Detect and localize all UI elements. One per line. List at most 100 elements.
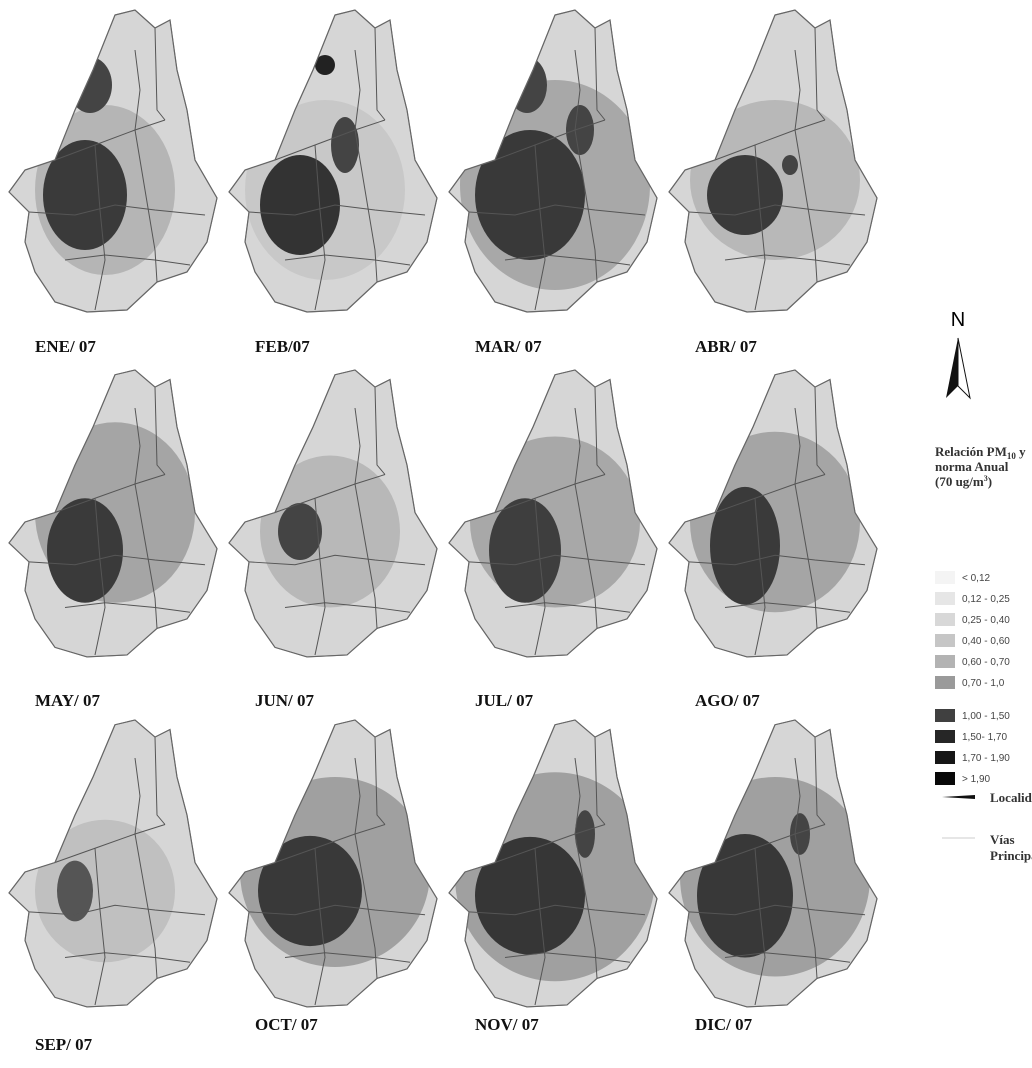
map-panel — [448, 9, 658, 313]
district-line — [64, 254, 191, 266]
legend-class-label: < 0,12 — [962, 573, 991, 584]
pollution-patch — [507, 57, 547, 113]
localidades-label: Localidades — [990, 790, 1032, 805]
legend-title-part: ) — [988, 474, 992, 489]
map-patches — [455, 772, 655, 982]
district-line — [314, 848, 326, 1006]
legend-title-part: Relación PM — [935, 444, 1007, 459]
legend-swatch — [935, 655, 955, 668]
legend-class-label: > 1,90 — [962, 774, 991, 785]
north-arrow-left — [946, 338, 958, 398]
district-line — [754, 498, 766, 656]
district-line — [574, 407, 581, 485]
district-line — [134, 49, 141, 131]
district-line — [504, 952, 631, 963]
district-line — [494, 474, 606, 513]
map-panel — [448, 719, 658, 1008]
map-patches — [260, 455, 400, 608]
district-line — [64, 952, 191, 963]
north-arrow: N — [946, 309, 971, 400]
district-line — [534, 498, 546, 656]
map-outline — [668, 369, 878, 658]
legend-class-label: 0,25 - 0,40 — [962, 615, 1010, 626]
district-line — [794, 407, 801, 485]
map-outline — [448, 369, 658, 658]
pollution-patch — [697, 834, 793, 958]
district-line — [134, 407, 141, 485]
district-line — [468, 904, 646, 916]
map-panel — [228, 9, 438, 313]
map-outline — [8, 369, 218, 658]
map-outline — [448, 9, 658, 313]
panel-label: NOV/ 07 — [475, 1015, 539, 1034]
district-line — [714, 474, 826, 513]
district-line — [354, 757, 361, 835]
north-arrow-right — [957, 337, 971, 400]
legend-class-label: 0,60 - 0,70 — [962, 657, 1010, 668]
district-line — [274, 824, 386, 863]
pollution-patch — [47, 498, 123, 603]
legend-class-label: 1,00 - 1,50 — [962, 711, 1010, 722]
map-patches — [240, 777, 430, 967]
legend-class-label: 1,70 - 1,90 — [962, 753, 1010, 764]
pollution-patch — [315, 55, 335, 75]
district-line — [154, 27, 166, 121]
district-line — [724, 254, 851, 266]
legend-classes: < 0,12 0,12 - 0,25 0,25 - 0,40 0,40 - 0,60 0… — [935, 571, 1010, 785]
district-line — [594, 27, 606, 121]
map-outline — [228, 9, 438, 313]
legend-title-part: (70 ug/m — [935, 474, 984, 489]
district-line — [534, 848, 546, 1006]
district-line — [94, 848, 106, 1006]
map-panels — [8, 9, 878, 1008]
district-line — [754, 144, 766, 311]
district-line — [688, 204, 866, 216]
district-line — [354, 407, 361, 485]
map-patches — [690, 100, 860, 260]
district-line — [504, 254, 631, 266]
pollution-patch — [260, 455, 400, 608]
district-line — [134, 129, 158, 283]
legend-swatch — [935, 730, 955, 743]
legend-title-part: y — [1016, 444, 1026, 459]
district-line — [574, 483, 598, 629]
district-line — [814, 27, 826, 121]
district-line — [354, 833, 378, 979]
legend-title: Relación PM10 y — [935, 444, 1026, 461]
legend-class-label: 1,50- 1,70 — [962, 732, 1007, 743]
district-line — [494, 119, 606, 161]
map-panel — [668, 9, 878, 313]
district-line — [274, 474, 386, 513]
legend-swatch — [935, 772, 955, 785]
district-line — [814, 737, 826, 825]
vias-label: Principales — [990, 848, 1032, 863]
district-line — [64, 602, 191, 613]
legend-swatch — [935, 634, 955, 647]
map-outline — [228, 719, 438, 1008]
district-line — [154, 737, 166, 825]
district-line — [284, 254, 411, 266]
district-line — [688, 554, 866, 566]
pollution-patch — [790, 813, 810, 855]
panel-label: ENE/ 07 — [35, 337, 96, 356]
district-line — [54, 474, 166, 513]
district-line — [354, 483, 378, 629]
district-line — [794, 833, 818, 979]
district-line — [134, 833, 158, 979]
legend-class-label: 0,12 - 0,25 — [962, 594, 1010, 605]
map-outline — [8, 9, 218, 313]
map-panel — [228, 719, 438, 1008]
panel-label: JUN/ 07 — [255, 691, 315, 710]
pollution-patch — [331, 117, 359, 173]
district-line — [494, 824, 606, 863]
district-line — [534, 144, 546, 311]
district-line — [284, 952, 411, 963]
legend-swatch — [935, 709, 955, 722]
panel-label: AGO/ 07 — [695, 691, 760, 710]
district-line — [94, 498, 106, 656]
localidades-symbol — [942, 795, 975, 799]
map-panel — [668, 719, 878, 1008]
pollution-patch — [260, 155, 340, 255]
map-panel — [8, 719, 218, 1008]
